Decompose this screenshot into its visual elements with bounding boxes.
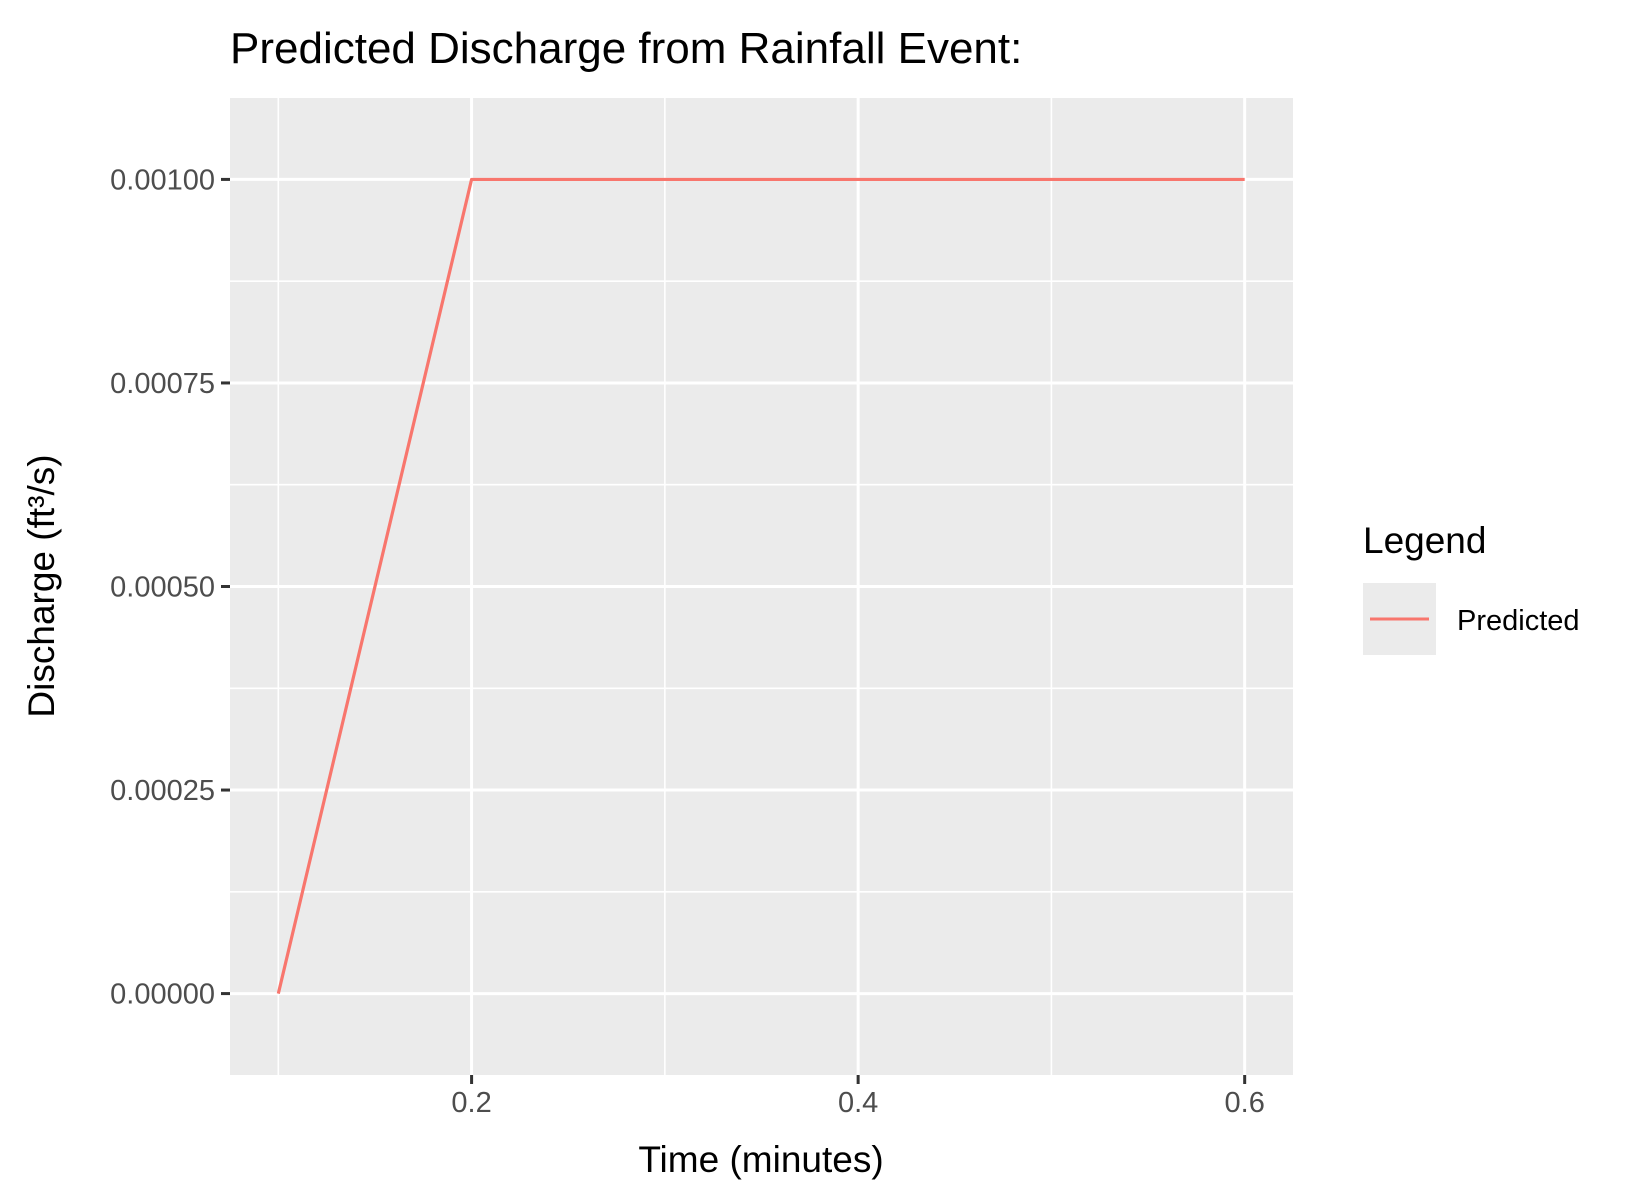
legend: Legend Predicted	[1363, 520, 1580, 655]
legend-label-predicted: Predicted	[1457, 605, 1580, 637]
x-axis-title: Time (minutes)	[638, 1139, 883, 1180]
y-tick-label-3: 0.00075	[110, 368, 215, 400]
y-tick-label-4: 0.00100	[110, 164, 215, 196]
x-tick-label-1: 0.4	[838, 1087, 878, 1119]
y-axis-title: Discharge (ft³/s)	[21, 454, 62, 717]
chart-title: Predicted Discharge from Rainfall Event:	[230, 24, 1022, 73]
x-tick-label-0: 0.2	[451, 1087, 491, 1119]
y-tick-label-0: 0.00000	[110, 979, 215, 1011]
y-tick-label-1: 0.00025	[110, 775, 215, 807]
legend-title: Legend	[1363, 520, 1486, 561]
x-tick-label-2: 0.6	[1225, 1087, 1265, 1119]
series-layer	[276, 177, 1245, 994]
series-line-predicted	[276, 177, 1245, 994]
y-tick-label-2: 0.00050	[110, 572, 215, 604]
x-axis: 0.2 0.4 0.6	[451, 1075, 1265, 1119]
y-axis: 0.00000 0.00025 0.00050 0.00075 0.00100	[110, 164, 230, 1011]
